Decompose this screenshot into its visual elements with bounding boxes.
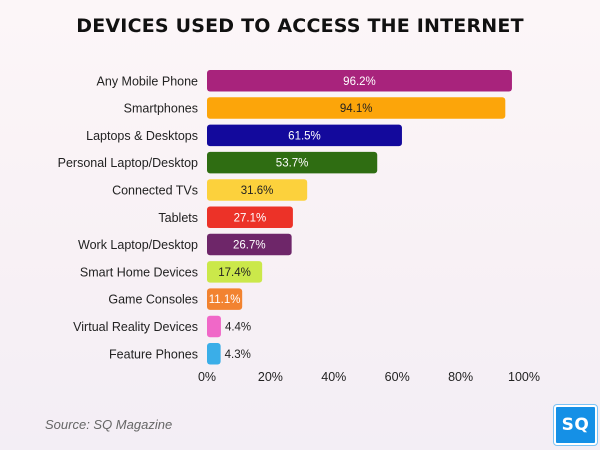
bar-smartphones [207,97,506,119]
x-tick-label-100: 100% [508,370,540,384]
x-tick-label-0: 0% [198,370,216,384]
bar-work-laptop-desktop [207,233,292,256]
value-label-connected-tvs: 31.6% [241,185,274,197]
x-tick-label-80: 80% [448,370,473,384]
value-label-virtual-reality-devices: 4.4% [225,321,251,333]
bar-tablets [207,206,293,228]
value-label-laptops-desktops: 61.5% [288,130,321,142]
sq-logo: SQ [554,405,597,445]
bar-personal-laptop-desktop [207,151,378,174]
value-label-personal-laptop-desktop: 53.7% [276,158,309,170]
value-label-feature-phones: 4.3% [225,349,251,361]
x-tick-label-60: 60% [385,370,410,384]
category-label-smartphones: Smartphones [124,102,198,116]
category-label-smart-home-devices: Smart Home Devices [80,265,198,279]
source-note: Source: SQ Magazine [45,417,173,432]
bar-laptops-desktops [207,124,402,147]
value-label-any-mobile-phone: 96.2% [343,76,376,88]
category-label-any-mobile-phone: Any Mobile Phone [97,74,199,88]
value-label-game-consoles: 11.1% [209,294,241,306]
value-label-smart-home-devices: 17.4% [218,267,251,279]
category-label-game-consoles: Game Consoles [108,293,198,307]
bar-game-consoles [207,288,243,310]
value-label-work-laptop-desktop: 26.7% [233,240,266,252]
x-tick-label-20: 20% [258,370,283,384]
category-label-tablets: Tablets [158,211,198,225]
bar-feature-phones [207,343,221,365]
category-label-laptops-desktops: Laptops & Desktops [86,129,198,143]
category-label-personal-laptop-desktop: Personal Laptop/Desktop [58,156,198,170]
category-label-feature-phones: Feature Phones [109,347,198,361]
category-label-work-laptop-desktop: Work Laptop/Desktop [78,238,198,252]
bar-smart-home-devices [207,261,263,283]
bar-connected-tvs [207,179,308,201]
value-label-smartphones: 94.1% [340,103,373,115]
bar-any-mobile-phone [207,70,512,92]
chart-title: DEVICES USED TO ACCESS THE INTERNET [76,15,524,37]
bar-virtual-reality-devices [207,315,221,338]
value-label-tablets: 27.1% [234,212,267,224]
category-label-connected-tvs: Connected TVs [112,183,198,197]
category-label-virtual-reality-devices: Virtual Reality Devices [73,320,198,334]
x-tick-label-40: 40% [321,370,346,384]
